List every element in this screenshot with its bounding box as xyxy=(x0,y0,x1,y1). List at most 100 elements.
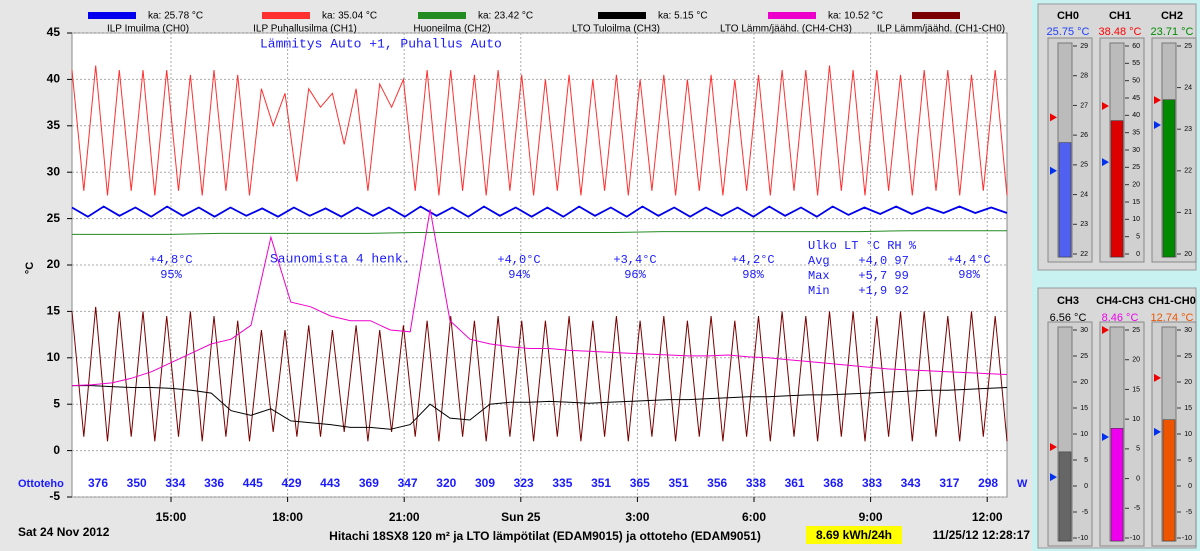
gauge-name: CH4-CH3 xyxy=(1096,295,1144,307)
gauge-tick-label: 35 xyxy=(1132,130,1140,137)
gauge-tick-label: 10 xyxy=(1132,416,1140,423)
x-tick-label: 18:00 xyxy=(272,510,303,524)
gauge-tick-label: -10 xyxy=(1182,535,1192,542)
series-line xyxy=(71,209,1008,387)
gauge-tick-label: 25 xyxy=(1080,162,1088,169)
temp-note: +4,2°C xyxy=(731,253,774,267)
power-value: 351 xyxy=(668,476,688,490)
gauge-tick-label: 5 xyxy=(1188,457,1192,464)
series-line xyxy=(71,65,1008,196)
power-value: 317 xyxy=(939,476,959,490)
power-value: 429 xyxy=(281,476,301,490)
gauge-tick-label: 20 xyxy=(1132,357,1140,364)
legend-swatch xyxy=(418,12,466,19)
gauge-name: CH1-CH0 xyxy=(1148,295,1196,307)
power-value: 320 xyxy=(436,476,456,490)
gauge-fill xyxy=(1110,428,1124,542)
gauge-tick-label: 24 xyxy=(1184,84,1192,91)
temp-note: +4,0°C xyxy=(497,253,540,267)
legend-name: Huoneilma (CH2) xyxy=(413,24,490,35)
gauge-high-marker xyxy=(1154,96,1161,105)
y-tick-label: 10 xyxy=(47,350,61,364)
power-value: 368 xyxy=(823,476,843,490)
gauge-tick-label: 30 xyxy=(1080,327,1088,334)
y-tick-label: 45 xyxy=(47,25,61,39)
gauge-fill xyxy=(1058,142,1072,258)
gauge-tick-label: 23 xyxy=(1184,126,1192,133)
gauge-value: 25.75 °C xyxy=(1047,26,1090,38)
rh-note: 96% xyxy=(624,268,646,282)
gauge-tick-label: 29 xyxy=(1080,43,1088,50)
legend-swatch xyxy=(912,12,960,19)
temp-note: +3,4°C xyxy=(613,253,656,267)
gauge-value: 38.48 °C xyxy=(1099,26,1142,38)
gauge-low-marker xyxy=(1102,432,1109,441)
gauge-tick-label: 0 xyxy=(1136,475,1140,482)
gauge-tick-label: 15 xyxy=(1132,386,1140,393)
gauge-tick-label: -5 xyxy=(1134,505,1140,512)
x-tick-label: Sun 25 xyxy=(501,510,541,524)
energy: 8.69 kWh/24h xyxy=(816,528,892,542)
power-value: 369 xyxy=(359,476,379,490)
gauge-tick-label: 10 xyxy=(1080,431,1088,438)
gauge-tick-label: 20 xyxy=(1080,379,1088,386)
gauge-low-marker xyxy=(1050,166,1057,175)
legend-swatch xyxy=(88,12,136,19)
gauge-tick-label: 55 xyxy=(1132,60,1140,67)
power-value: 383 xyxy=(862,476,882,490)
legend-swatch xyxy=(598,12,646,19)
row-label: Ottoteho xyxy=(18,478,64,490)
x-tick-label: 15:00 xyxy=(156,510,187,524)
gauge-tick-label: 0 xyxy=(1084,483,1088,490)
gauge-low-marker xyxy=(1154,121,1161,130)
gauge-tick-label: 0 xyxy=(1136,251,1140,258)
gauge-tick-label: 22 xyxy=(1184,168,1192,175)
legend-name: LTO Tuloilma (CH3) xyxy=(572,24,660,35)
stats-line: Min +1,9 92 xyxy=(808,284,909,298)
gauge-value: 23.71 °C xyxy=(1151,26,1194,38)
gauge-tick-label: 23 xyxy=(1080,221,1088,228)
gauge-low-marker xyxy=(1050,473,1057,482)
legend-name: ILP Imuilma (CH0) xyxy=(107,24,189,35)
gauge-fill xyxy=(1162,99,1176,258)
gauge-fill xyxy=(1162,419,1176,542)
y-tick-label: 35 xyxy=(47,118,61,132)
power-value: 343 xyxy=(901,476,921,490)
gauge-value: 8.46 °C xyxy=(1102,312,1139,324)
y-tick-label: 40 xyxy=(47,72,61,86)
gauge-tick-label: 5 xyxy=(1136,446,1140,453)
gauge-tick-label: 60 xyxy=(1132,43,1140,50)
gauge-tick-label: 30 xyxy=(1132,147,1140,154)
gauge-value: 6.56 °C xyxy=(1050,312,1087,324)
temp-note: +4,4°C xyxy=(947,253,990,267)
power-value: 334 xyxy=(165,476,185,490)
legend-value: ka: 10.52 °C xyxy=(828,11,883,22)
legend-swatch xyxy=(768,12,816,19)
x-tick-label: 6:00 xyxy=(742,510,766,524)
gauge-tick-label: 20 xyxy=(1132,182,1140,189)
gauge-tick-label: 24 xyxy=(1080,191,1088,198)
date: Sat 24 Nov 2012 xyxy=(18,525,110,539)
gauge-tick-label: 21 xyxy=(1184,209,1192,216)
series-line xyxy=(72,385,1008,430)
stats-line: Ulko LT °C RH % xyxy=(808,239,917,253)
gauge-tick-label: 22 xyxy=(1080,251,1088,258)
gauge-tick-label: 15 xyxy=(1184,405,1192,412)
gauge-fill xyxy=(1110,120,1124,258)
gauge-tick-label: 30 xyxy=(1184,327,1192,334)
rh-note: 98% xyxy=(958,268,980,282)
annotation: Saunomista 4 henk. xyxy=(270,251,410,266)
power-value: 361 xyxy=(785,476,805,490)
gauge-high-marker xyxy=(1102,101,1109,110)
gauge-fill xyxy=(1058,451,1072,542)
gauge-tick-label: -10 xyxy=(1078,535,1088,542)
y-tick-label: 15 xyxy=(47,304,61,318)
power-value: 298 xyxy=(978,476,998,490)
y-tick-label: 30 xyxy=(47,164,61,178)
power-value: 351 xyxy=(591,476,611,490)
gauge-tick-label: 40 xyxy=(1132,112,1140,119)
stats-line: Max +5,7 99 xyxy=(808,269,909,283)
gauge-tick-label: 20 xyxy=(1184,379,1192,386)
